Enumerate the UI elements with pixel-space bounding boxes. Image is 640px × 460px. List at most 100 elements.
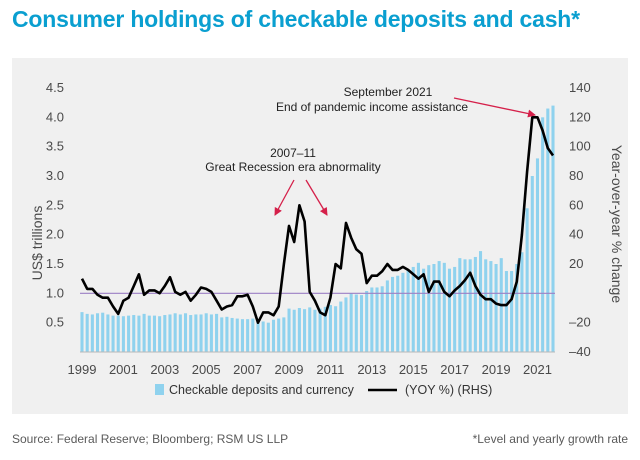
bar-16	[163, 315, 167, 352]
ticks-layer: 4.5 4.0 3.5 3.0 2.5 2.0 1.5 1.0 0.5 140 120 100 80 60…	[46, 80, 591, 377]
bar-3	[95, 313, 100, 352]
bar-49	[334, 306, 338, 352]
annotation-recession-arrow-left	[274, 179, 295, 216]
bar-83	[510, 271, 514, 352]
bar-88	[535, 158, 540, 352]
bar-26	[215, 313, 219, 352]
y-tick-4: 2.5	[46, 197, 64, 212]
bar-37	[271, 319, 276, 352]
bar-91	[551, 105, 555, 352]
bar-9	[127, 315, 131, 352]
y2-tick-6: 20	[569, 256, 583, 271]
source-note: Source: Federal Reserve; Bloomberg; RSM …	[12, 432, 289, 446]
bar-15	[158, 316, 162, 352]
bar-32	[246, 319, 250, 352]
bar-87	[530, 176, 534, 352]
bar-79	[489, 261, 493, 352]
bar-24	[204, 313, 208, 352]
bar-62	[401, 272, 405, 352]
y-tick-6: 1.5	[46, 256, 64, 271]
y-tick-1: 4.0	[46, 109, 64, 124]
bar-30	[235, 318, 239, 352]
bar-89	[541, 117, 545, 352]
annotation-pandemic-arrow	[453, 97, 536, 118]
y2-axis-label: Year-over-year % change	[609, 145, 625, 303]
bar-8	[121, 316, 125, 352]
bar-75	[468, 259, 472, 352]
bar-18	[173, 313, 177, 352]
y2-tick-1: 120	[569, 109, 591, 124]
legend-bars-label: Checkable deposits and currency	[169, 383, 355, 397]
bar-78	[484, 259, 488, 352]
bar-85	[520, 252, 524, 352]
bar-54	[359, 295, 364, 352]
bar-84	[515, 264, 519, 352]
bar-70	[442, 262, 446, 352]
bar-59	[385, 280, 389, 352]
annotation-pandemic-line2: End of pandemic income assistance	[276, 100, 468, 114]
bar-12	[142, 313, 146, 352]
bar-6	[111, 315, 115, 352]
bar-73	[458, 258, 462, 352]
bar-67	[427, 265, 431, 352]
bar-41	[292, 309, 296, 352]
y-tick-3: 3.0	[46, 168, 64, 183]
bar-90	[546, 108, 550, 352]
footnote: *Level and yearly growth rate	[472, 432, 628, 446]
bar-50	[339, 301, 343, 352]
bar-38	[277, 318, 281, 352]
x-tick-1: 2001	[109, 362, 138, 377]
y-axis-label: US$ trillions	[29, 206, 45, 281]
x-tick-9: 2017	[440, 362, 469, 377]
bar-19	[178, 314, 182, 352]
x-tick-11: 2021	[523, 362, 552, 377]
bar-35	[261, 321, 265, 352]
x-tick-4: 2007	[233, 362, 262, 377]
y-tick-7: 1.0	[46, 285, 64, 300]
legend-bars-swatch	[155, 384, 164, 395]
bar-47	[323, 306, 327, 352]
legend: Checkable deposits and currency (YOY %) …	[155, 383, 492, 397]
yoy-line	[80, 116, 555, 324]
bar-20	[183, 313, 188, 352]
bar-10	[132, 315, 136, 352]
bar-44	[308, 307, 312, 352]
bar-39	[282, 317, 286, 352]
bar-56	[370, 287, 374, 352]
bar-25	[209, 314, 213, 352]
bar-36	[266, 322, 270, 352]
bar-48	[328, 305, 332, 352]
bar-55	[365, 290, 369, 352]
y2-tick-4: 60	[569, 197, 583, 212]
bar-14	[152, 315, 156, 352]
bar-42	[297, 308, 301, 352]
bar-72	[453, 266, 457, 352]
bar-21	[189, 315, 193, 352]
bar-46	[318, 308, 322, 352]
y-tick-2: 3.5	[46, 139, 64, 154]
x-tick-10: 2019	[482, 362, 511, 377]
bar-64	[411, 266, 415, 352]
bar-22	[194, 314, 198, 352]
bar-7	[116, 315, 120, 352]
bar-13	[147, 315, 151, 352]
x-tick-3: 2005	[192, 362, 221, 377]
y2-tick-8: –40	[569, 344, 591, 359]
bar-2	[90, 314, 94, 352]
y-tick-0: 4.5	[46, 80, 64, 95]
annotation-recession-line1: 2007–11	[270, 146, 316, 160]
bar-53	[354, 294, 358, 352]
bar-51	[344, 297, 348, 352]
x-tick-7: 2013	[357, 362, 386, 377]
bar-65	[416, 262, 420, 352]
bar-61	[396, 275, 400, 352]
bar-74	[463, 259, 467, 352]
bar-33	[251, 318, 255, 352]
chart-title: Consumer holdings of checkable deposits …	[12, 6, 580, 32]
y2-tick-2: 100	[569, 139, 591, 154]
chart-svg: 4.5 4.0 3.5 3.0 2.5 2.0 1.5 1.0 0.5 140 120 100 80 60…	[29, 80, 625, 397]
x-tick-6: 2011	[316, 362, 344, 377]
bar-45	[313, 309, 317, 352]
y-tick-5: 2.0	[46, 227, 64, 242]
bar-60	[391, 276, 395, 352]
